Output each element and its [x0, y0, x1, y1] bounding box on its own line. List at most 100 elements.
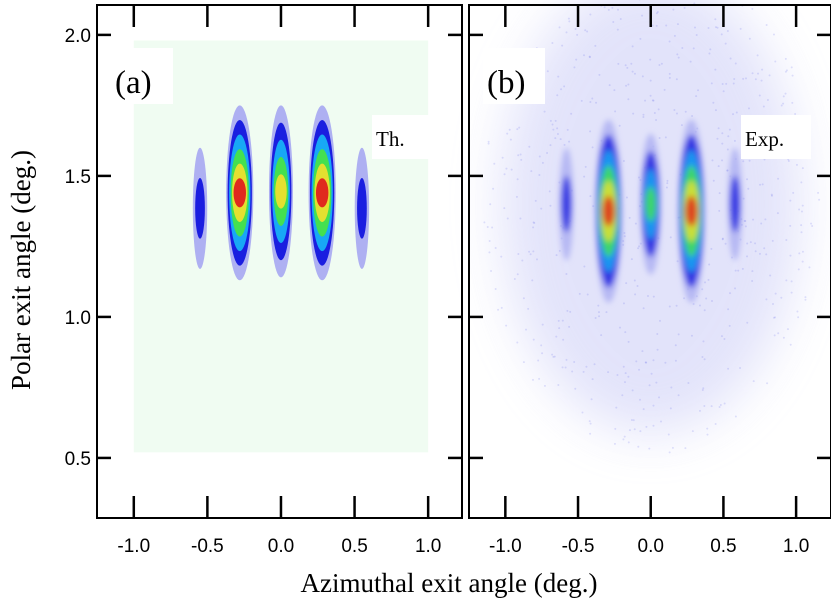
- noise-dot: [704, 309, 706, 311]
- noise-dot: [568, 20, 570, 22]
- noise-dot: [763, 105, 765, 107]
- spot: [226, 105, 253, 280]
- noise-dot: [676, 53, 678, 55]
- noise-dot: [634, 293, 636, 295]
- noise-dot: [533, 222, 535, 224]
- noise-dot: [693, 303, 695, 305]
- spot: [595, 120, 622, 303]
- spot: [309, 105, 336, 280]
- noise-dot: [708, 279, 710, 281]
- noise-dot: [586, 30, 588, 32]
- noise-dot: [709, 48, 711, 50]
- noise-dot: [560, 88, 562, 90]
- noise-dot: [617, 29, 619, 31]
- noise-dot: [559, 26, 561, 28]
- y-tick-label: 2.0: [65, 26, 91, 47]
- noise-dot: [659, 137, 661, 139]
- noise-dot: [622, 244, 624, 246]
- noise-dot: [777, 332, 779, 334]
- noise-dot: [625, 64, 627, 66]
- noise-dot: [726, 170, 728, 172]
- noise-dot: [773, 317, 775, 319]
- noise-dot: [541, 352, 543, 354]
- x-tick-label: -1.0: [117, 536, 150, 557]
- noise-dot: [538, 378, 540, 380]
- noise-dot: [704, 358, 706, 360]
- noise-dot: [589, 13, 591, 15]
- noise-dot: [755, 78, 757, 80]
- noise-dot: [631, 258, 633, 260]
- noise-dot: [638, 176, 640, 178]
- noise-dot: [696, 34, 698, 36]
- noise-dot: [632, 45, 634, 47]
- noise-dot: [643, 408, 645, 410]
- noise-dot: [489, 203, 491, 205]
- noise-dot: [710, 248, 712, 250]
- noise-dot: [633, 419, 635, 421]
- noise-dot: [817, 192, 819, 194]
- noise-dot: [517, 273, 519, 275]
- x-axis-label: Azimuthal exit angle (deg.): [301, 568, 598, 598]
- noise-dot: [583, 176, 585, 178]
- noise-dot: [643, 307, 645, 309]
- noise-dot: [536, 258, 538, 260]
- spot-level: [645, 186, 656, 221]
- noise-dot: [591, 398, 593, 400]
- noise-dot: [503, 207, 505, 209]
- noise-dot: [714, 18, 716, 20]
- noise-dot: [523, 361, 525, 363]
- noise-dot: [789, 225, 791, 227]
- noise-dot: [619, 125, 621, 127]
- noise-dot: [617, 9, 619, 11]
- noise-dot: [611, 7, 613, 9]
- noise-dot: [652, 405, 654, 407]
- noise-dot: [785, 58, 787, 60]
- noise-dot: [666, 186, 668, 188]
- noise-dot: [654, 112, 656, 114]
- panel-label: (b): [487, 65, 525, 101]
- noise-dot: [488, 141, 490, 143]
- noise-dot: [798, 268, 800, 270]
- noise-dot: [764, 218, 766, 220]
- noise-dot: [523, 297, 525, 299]
- noise-dot: [669, 77, 671, 79]
- noise-dot: [562, 339, 564, 341]
- noise-dot: [488, 251, 490, 253]
- noise-dot: [745, 77, 747, 79]
- noise-dot: [650, 80, 652, 82]
- noise-dot: [718, 210, 720, 212]
- noise-dot: [639, 430, 641, 432]
- x-tick-label: -0.5: [191, 536, 224, 557]
- noise-dot: [552, 123, 554, 125]
- noise-dot: [658, 396, 660, 398]
- noise-dot: [639, 38, 641, 40]
- noise-dot: [702, 340, 704, 342]
- noise-dot: [678, 394, 680, 396]
- noise-dot: [715, 423, 717, 425]
- noise-dot: [785, 279, 787, 281]
- noise-dot: [565, 273, 567, 275]
- noise-dot: [797, 316, 799, 318]
- noise-dot: [516, 196, 518, 198]
- noise-dot: [592, 378, 594, 380]
- noise-dot: [749, 160, 751, 162]
- noise-dot: [642, 114, 644, 116]
- noise-dot: [810, 223, 812, 225]
- noise-dot: [568, 18, 570, 20]
- noise-dot: [791, 102, 793, 104]
- noise-dot: [665, 25, 667, 27]
- noise-dot: [571, 371, 573, 373]
- noise-dot: [781, 104, 783, 106]
- noise-dot: [652, 425, 654, 427]
- noise-dot: [634, 73, 636, 75]
- noise-dot: [785, 93, 787, 95]
- noise-dot: [717, 27, 719, 29]
- noise-dot: [796, 310, 798, 312]
- noise-dot: [649, 59, 651, 61]
- noise-dot: [754, 242, 756, 244]
- noise-dot: [722, 238, 724, 240]
- noise-dot: [669, 451, 671, 453]
- noise-dot: [670, 236, 672, 238]
- noise-dot: [753, 380, 755, 382]
- noise-dot: [504, 173, 506, 175]
